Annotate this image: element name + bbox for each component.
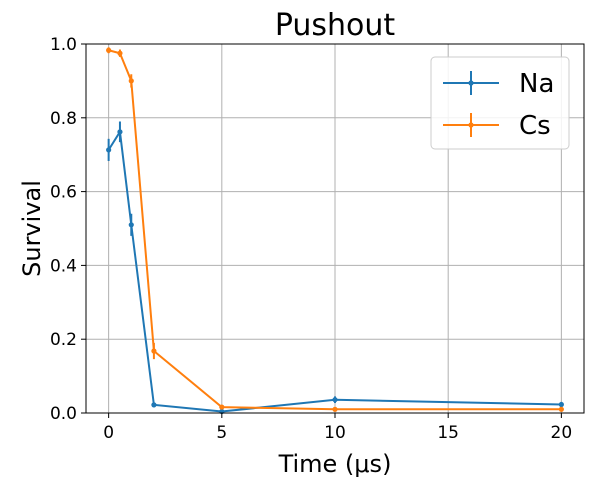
data-point (117, 129, 123, 135)
data-point (219, 404, 225, 410)
data-point (151, 402, 157, 408)
data-point (128, 222, 134, 228)
data-point (332, 406, 338, 412)
x-tick-label: 0 (103, 423, 114, 443)
y-tick-label: 0.4 (50, 256, 77, 276)
y-tick-label: 0.8 (50, 109, 77, 129)
axis-ticks: 0 5 10 15 20 0.0 0.2 0.4 0.6 0.8 1.0 (50, 35, 572, 443)
data-point (128, 78, 134, 84)
data-point (117, 50, 123, 56)
plot-series (106, 47, 564, 415)
data-point (332, 397, 338, 403)
data-point (106, 147, 112, 153)
chart-title: Pushout (275, 8, 396, 43)
y-tick-label: 0.6 (50, 183, 77, 203)
legend-label: Na (519, 69, 554, 99)
data-point (151, 348, 157, 354)
legend: Na Cs (430, 56, 570, 150)
x-tick-label: 5 (216, 423, 227, 443)
legend-marker (468, 122, 474, 128)
legend-label: Cs (519, 111, 551, 141)
x-tick-label: 15 (437, 423, 459, 443)
y-tick-label: 0.2 (50, 330, 77, 350)
data-point (106, 47, 112, 53)
y-axis-label: Survival (18, 180, 46, 277)
data-point (558, 406, 564, 412)
x-tick-label: 10 (324, 423, 346, 443)
y-tick-label: 1.0 (50, 35, 77, 55)
data-point (558, 401, 564, 408)
x-tick-label: 20 (551, 423, 573, 443)
legend-marker (468, 80, 474, 86)
legend-item-cs: Cs (443, 111, 551, 141)
series-na (106, 121, 564, 415)
legend-item-na: Na (443, 69, 554, 99)
x-axis-label: Time (μs) (278, 450, 392, 478)
series-cs (106, 47, 564, 412)
y-tick-label: 0.0 (50, 404, 77, 424)
